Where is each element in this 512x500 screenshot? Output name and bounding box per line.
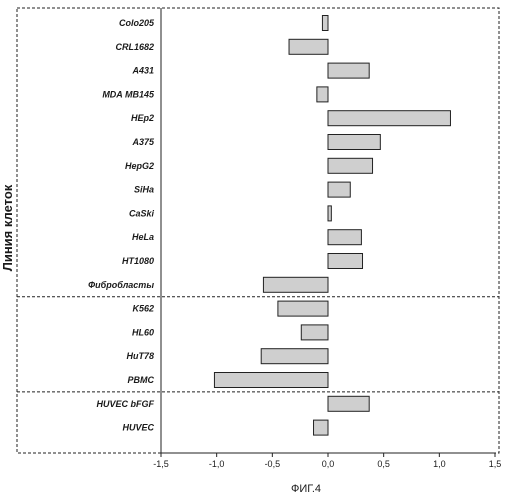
bar bbox=[317, 87, 328, 102]
bar bbox=[328, 396, 369, 411]
x-tick-label: -0,5 bbox=[265, 459, 281, 469]
bar bbox=[214, 373, 328, 388]
category-label: CRL1682 bbox=[115, 42, 154, 52]
bars bbox=[214, 16, 450, 436]
category-label: HEp2 bbox=[131, 113, 154, 123]
x-tick-label: -1,0 bbox=[209, 459, 225, 469]
category-label: HUVEC bFGF bbox=[97, 399, 155, 409]
category-label: SiHa bbox=[134, 185, 154, 195]
category-label: PBMC bbox=[128, 375, 155, 385]
figure-caption: ФИГ.4 bbox=[291, 483, 321, 495]
category-label: HuT78 bbox=[126, 351, 154, 361]
bar bbox=[328, 158, 373, 173]
bar bbox=[328, 111, 450, 126]
category-labels: Colo205 CRL1682 A431 MDA MB145 HEp2 A375 HepG2… bbox=[88, 18, 155, 433]
category-label: HL60 bbox=[132, 327, 154, 337]
bar bbox=[328, 230, 361, 245]
bar bbox=[278, 301, 328, 316]
category-label: MDA MB145 bbox=[102, 89, 155, 99]
x-tick-label: 1,0 bbox=[433, 459, 446, 469]
category-label: A431 bbox=[131, 66, 154, 76]
x-tick-label: 0,0 bbox=[322, 459, 335, 469]
category-label: HT1080 bbox=[122, 256, 154, 266]
bar bbox=[328, 135, 380, 150]
x-axis-ticks: -1,5 -1,0 -0,5 0,0 0,5 1,0 1,5 bbox=[153, 453, 501, 469]
category-label: Colo205 bbox=[119, 18, 155, 28]
bar bbox=[261, 349, 328, 364]
x-tick-label: -1,5 bbox=[153, 459, 169, 469]
category-label: CaSki bbox=[129, 208, 155, 218]
bar bbox=[328, 182, 350, 197]
bar bbox=[322, 16, 328, 31]
bar bbox=[289, 39, 328, 54]
bar bbox=[301, 325, 328, 340]
category-label: K562 bbox=[132, 304, 154, 314]
x-tick-label: 1,5 bbox=[489, 459, 502, 469]
x-tick-label: 0,5 bbox=[377, 459, 390, 469]
category-label: Фибробласты bbox=[88, 280, 154, 290]
bar bbox=[328, 63, 369, 78]
y-axis-title: Линия клеток bbox=[0, 184, 15, 271]
category-label: HUVEC bbox=[122, 423, 154, 433]
bar bbox=[314, 420, 328, 435]
category-label: A375 bbox=[131, 137, 155, 147]
category-label: HepG2 bbox=[125, 161, 154, 171]
bar bbox=[328, 206, 331, 221]
bar bbox=[328, 254, 363, 269]
bar bbox=[263, 277, 328, 292]
category-label: HeLa bbox=[132, 232, 154, 242]
